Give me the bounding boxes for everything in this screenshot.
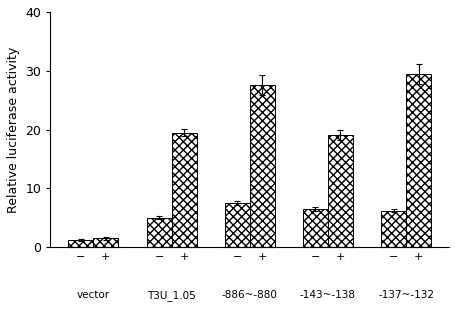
Text: T3U_1.05: T3U_1.05 <box>147 290 196 301</box>
Text: -143~-138: -143~-138 <box>299 290 355 300</box>
Bar <box>249 86 274 247</box>
Bar <box>405 74 430 247</box>
Bar <box>93 238 118 247</box>
Text: vector: vector <box>76 290 110 300</box>
Y-axis label: Relative luciferase activity: Relative luciferase activity <box>7 47 20 213</box>
Text: -886~-880: -886~-880 <box>221 290 277 300</box>
Bar <box>380 211 405 247</box>
Bar <box>327 135 352 247</box>
Bar <box>171 133 196 247</box>
Bar <box>146 218 171 247</box>
Bar <box>68 240 93 247</box>
Text: -137~-132: -137~-132 <box>377 290 433 300</box>
Bar <box>224 203 249 247</box>
Bar <box>302 209 327 247</box>
